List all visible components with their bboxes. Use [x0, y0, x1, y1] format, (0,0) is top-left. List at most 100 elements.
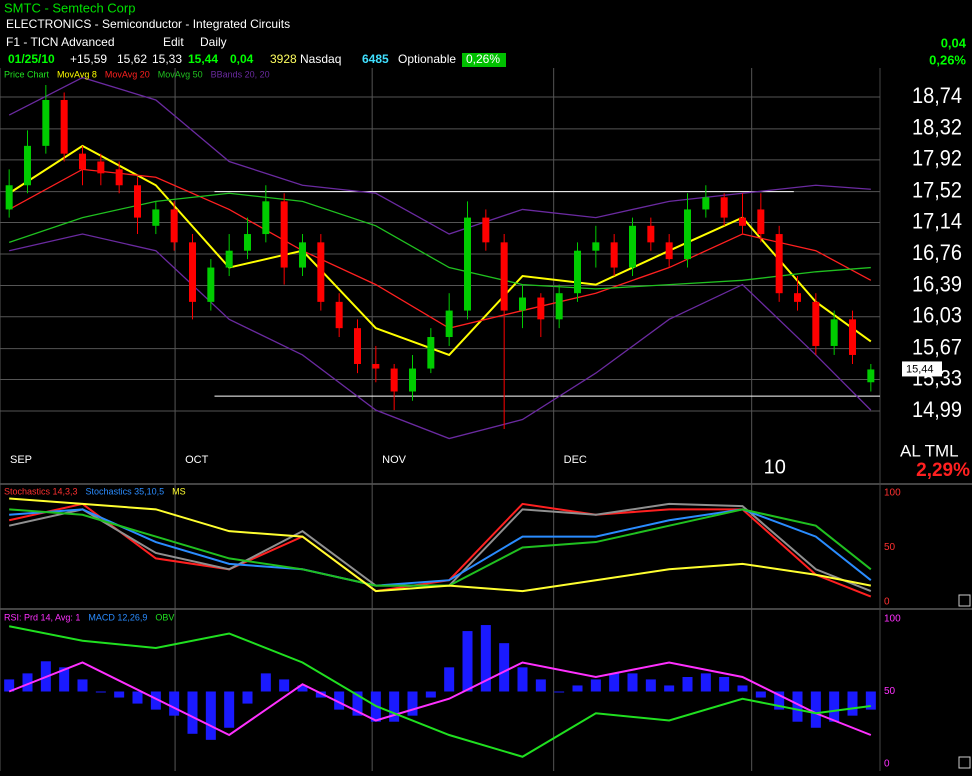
macd-bar: [132, 691, 143, 704]
candle-body: [702, 197, 710, 210]
candle-body: [629, 225, 636, 268]
candle-body: [610, 242, 618, 268]
candle-body: [115, 169, 123, 186]
candle-body: [390, 368, 398, 392]
candle-body: [500, 242, 508, 311]
macd-bar: [4, 679, 15, 692]
high: 15,62: [117, 52, 147, 66]
candle-body: [170, 209, 178, 243]
macd-bar: [95, 691, 106, 693]
candle-body: [464, 217, 471, 311]
macd-bar: [389, 691, 400, 722]
y-tick-label: 17,14: [912, 208, 962, 233]
macd-bar: [682, 677, 693, 692]
candle-body: [739, 217, 746, 226]
macd-bar: [150, 691, 161, 710]
x-tick-label: NOV: [382, 454, 407, 466]
candle-body: [519, 297, 526, 311]
volume: 3928: [270, 52, 297, 66]
macd-bar: [554, 691, 565, 693]
legend-entry: MovAvg 8: [57, 69, 97, 79]
macd-bar: [829, 691, 840, 722]
candle-body: [720, 197, 728, 218]
panel-button[interactable]: [958, 594, 971, 607]
date: 01/25/10: [8, 52, 55, 66]
macd-bar: [609, 673, 620, 692]
y-tick-label: 100: [884, 614, 901, 625]
candle-body: [189, 242, 196, 302]
macd-bar: [737, 685, 748, 692]
candle-body: [60, 99, 68, 154]
macd-bar: [810, 691, 821, 728]
candle-body: [427, 337, 435, 369]
candle-body: [42, 99, 50, 146]
candle-body: [244, 234, 251, 251]
change-badge: [462, 53, 506, 67]
candle-body: [207, 267, 215, 302]
legend-entry: OBV: [155, 612, 174, 622]
macd-bar: [572, 685, 583, 692]
candle-body: [482, 217, 490, 243]
edit-button[interactable]: Edit: [163, 35, 184, 49]
legend-entry: RSI: Prd 14, Avg: 1: [4, 612, 80, 622]
y-tick-label: 50: [884, 686, 896, 697]
last-price-label: 15,44: [906, 363, 934, 375]
macd-bar: [297, 685, 308, 692]
macd-bar: [645, 679, 656, 692]
y-tick-label: 18,74: [912, 83, 962, 108]
candle-body: [354, 328, 361, 364]
y-tick-label: 14,99: [912, 397, 962, 422]
y-tick-label: 16,76: [912, 240, 962, 265]
y-tick-label: 0: [884, 597, 890, 608]
indicator-line: [8, 661, 872, 737]
legend-entry: MovAvg 20: [105, 69, 150, 79]
candle-body: [299, 242, 306, 268]
macd-bar: [462, 631, 473, 692]
candle-body: [24, 145, 31, 186]
macd-bar: [77, 679, 88, 692]
macd-bar: [517, 667, 528, 692]
candle-body: [280, 201, 288, 268]
macd-bar: [224, 691, 235, 728]
industry[interactable]: ELECTRONICS - Semiconductor - Integrated…: [6, 17, 290, 31]
y-tick-label: 17,92: [912, 146, 962, 171]
x-tick-label: SEP: [10, 454, 32, 466]
macd-bar: [627, 673, 638, 692]
macd-bar: [444, 667, 455, 692]
macd-bar: [700, 673, 711, 692]
macd-bar: [22, 673, 33, 692]
shares: 6485: [362, 52, 389, 66]
x-tick-label: OCT: [185, 454, 209, 466]
macd-bar: [425, 691, 436, 698]
indicator-line: [9, 497, 872, 593]
candle-body: [665, 242, 673, 260]
macd-bar: [315, 691, 326, 698]
period-menu[interactable]: Daily: [200, 35, 227, 49]
candle-body: [867, 369, 875, 383]
y-tick-label: 18,32: [912, 115, 962, 140]
bollinger-lower: [9, 233, 872, 440]
y-tick-label: 50: [884, 542, 896, 553]
macd-bar: [260, 673, 271, 692]
y-tick-label: 16,39: [912, 271, 962, 296]
layout-menu[interactable]: F1 - TICN Advanced: [6, 35, 115, 49]
macd-bar: [499, 643, 510, 692]
y-tick-label: 16,03: [912, 303, 962, 328]
macd-bar: [865, 691, 876, 710]
optionable: Optionable: [398, 52, 456, 66]
macd-bar: [114, 691, 125, 698]
macd-bar: [334, 691, 345, 710]
macd-bar: [205, 691, 216, 740]
macd-bar: [792, 691, 803, 722]
change-pct: 0,26%: [466, 52, 500, 66]
panel-button[interactable]: [958, 756, 971, 769]
y-tick-label: 0: [884, 759, 890, 770]
candle-body: [372, 363, 380, 369]
macd-bar: [664, 685, 675, 692]
macd-bar: [719, 677, 730, 692]
y-tick-label: 17,52: [912, 177, 962, 202]
candle-body: [134, 185, 141, 218]
last-price-tag: [902, 361, 942, 377]
